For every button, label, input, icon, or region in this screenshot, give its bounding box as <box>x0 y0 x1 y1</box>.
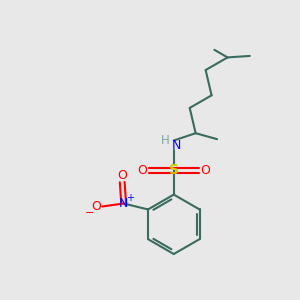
Text: N: N <box>172 139 181 152</box>
Text: O: O <box>117 169 127 182</box>
Text: O: O <box>201 164 211 177</box>
Text: −: − <box>85 208 94 218</box>
Text: +: + <box>126 193 134 202</box>
Text: O: O <box>91 200 101 213</box>
Text: S: S <box>169 163 179 177</box>
Text: H: H <box>160 134 169 147</box>
Text: N: N <box>119 197 128 210</box>
Text: O: O <box>137 164 147 177</box>
